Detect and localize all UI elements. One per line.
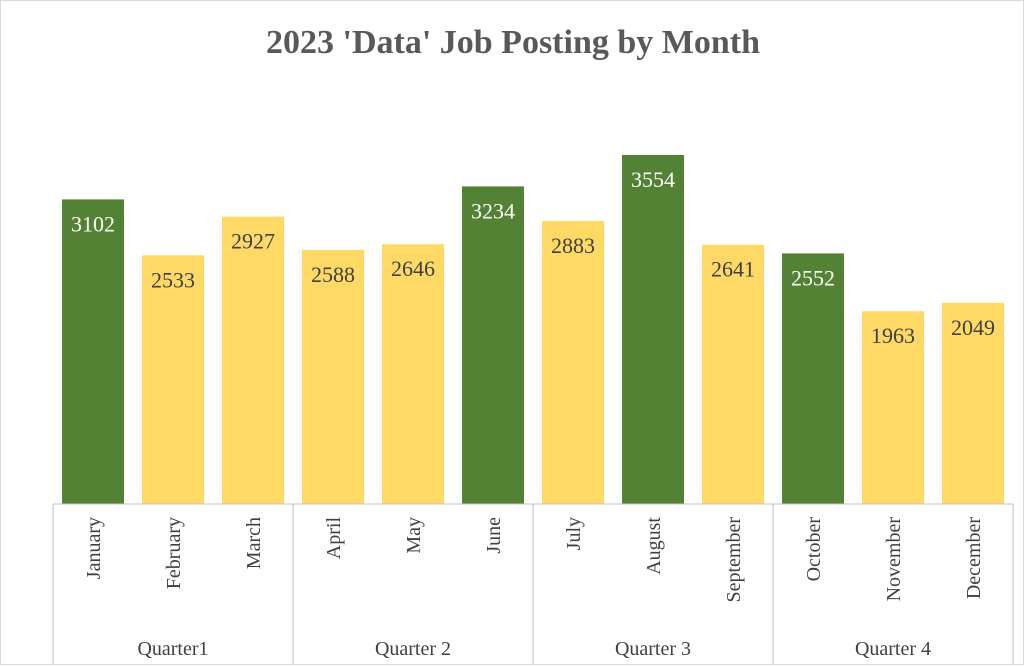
chart-title: 2023 'Data' Job Posting by Month <box>266 24 760 61</box>
bar-january <box>62 199 124 504</box>
data-label-july: 2883 <box>551 233 595 258</box>
bar-august <box>622 155 684 504</box>
quarter-label-4: Quarter 4 <box>855 638 931 660</box>
quarter-label-2: Quarter 2 <box>375 638 451 660</box>
bar-november <box>862 311 924 504</box>
bar-october <box>782 253 844 504</box>
month-label-december: December <box>963 517 985 600</box>
data-label-may: 2646 <box>391 256 435 281</box>
month-label-september: September <box>723 517 745 603</box>
bar-april <box>302 249 364 504</box>
bar-september <box>702 244 764 504</box>
quarter-label-1: Quarter1 <box>137 638 208 660</box>
data-label-april: 2588 <box>311 262 355 287</box>
month-label-february: February <box>163 517 185 589</box>
month-label-march: March <box>243 517 265 569</box>
bar-february <box>142 255 204 504</box>
quarter-label-3: Quarter 3 <box>615 638 691 660</box>
data-label-september: 2641 <box>711 257 755 282</box>
data-label-march: 2927 <box>231 229 275 254</box>
bar-march <box>222 216 284 504</box>
data-label-december: 2049 <box>951 315 995 340</box>
category-axis: January February March April May June July Augu… <box>52 503 1014 664</box>
month-label-june: June <box>483 517 505 554</box>
data-label-november: 1963 <box>871 323 915 348</box>
bar-july <box>542 220 604 504</box>
month-label-august: August <box>643 517 665 575</box>
data-label-august: 3554 <box>631 167 675 192</box>
month-label-january: January <box>83 517 105 579</box>
month-label-november: November <box>883 517 905 602</box>
bars-group: 3102 2533 2927 2588 2646 3234 2883 3554 2641 2552… <box>62 155 1004 504</box>
data-label-february: 2533 <box>151 267 195 292</box>
month-label-july: July <box>563 517 585 550</box>
month-label-april: April <box>323 517 345 560</box>
bar-june <box>462 186 524 504</box>
data-label-october: 2552 <box>791 265 835 290</box>
data-label-january: 3102 <box>71 211 115 236</box>
bar-december <box>942 302 1004 504</box>
data-label-june: 3234 <box>471 198 515 223</box>
month-label-may: May <box>403 517 425 554</box>
month-label-october: October <box>803 517 825 582</box>
bar-may <box>382 244 444 504</box>
